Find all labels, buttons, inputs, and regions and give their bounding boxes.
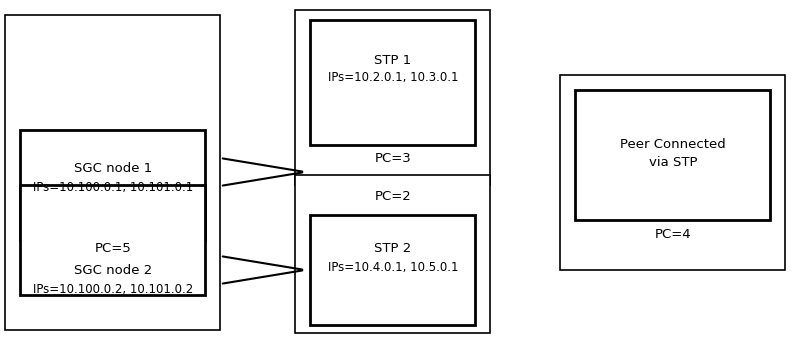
Text: PC=5: PC=5 bbox=[95, 241, 132, 255]
Bar bbox=[20, 130, 205, 240]
Text: PC=4: PC=4 bbox=[654, 228, 691, 241]
Bar bbox=[294, 175, 489, 333]
Text: SGC node 2: SGC node 2 bbox=[74, 263, 152, 276]
Text: Peer Connected: Peer Connected bbox=[619, 139, 725, 152]
Bar bbox=[574, 90, 769, 220]
Text: PC=2: PC=2 bbox=[375, 190, 411, 203]
Bar bbox=[310, 215, 475, 325]
Text: STP 1: STP 1 bbox=[374, 54, 411, 67]
Text: STP 2: STP 2 bbox=[374, 241, 411, 255]
Bar bbox=[20, 185, 205, 295]
Bar bbox=[310, 20, 475, 145]
Text: IPs=10.4.0.1, 10.5.0.1: IPs=10.4.0.1, 10.5.0.1 bbox=[327, 260, 458, 273]
Text: IPs=10.2.0.1, 10.3.0.1: IPs=10.2.0.1, 10.3.0.1 bbox=[327, 71, 458, 84]
Bar bbox=[294, 10, 489, 185]
Bar bbox=[559, 75, 784, 270]
Text: SGC node 1: SGC node 1 bbox=[74, 162, 152, 175]
Text: via STP: via STP bbox=[648, 156, 696, 169]
Bar bbox=[5, 15, 220, 330]
Text: IPs=10.100.0.1, 10.101.0.1: IPs=10.100.0.1, 10.101.0.1 bbox=[33, 180, 193, 193]
Text: PC=3: PC=3 bbox=[375, 152, 411, 165]
Text: IPs=10.100.0.2, 10.101.0.2: IPs=10.100.0.2, 10.101.0.2 bbox=[33, 284, 193, 296]
